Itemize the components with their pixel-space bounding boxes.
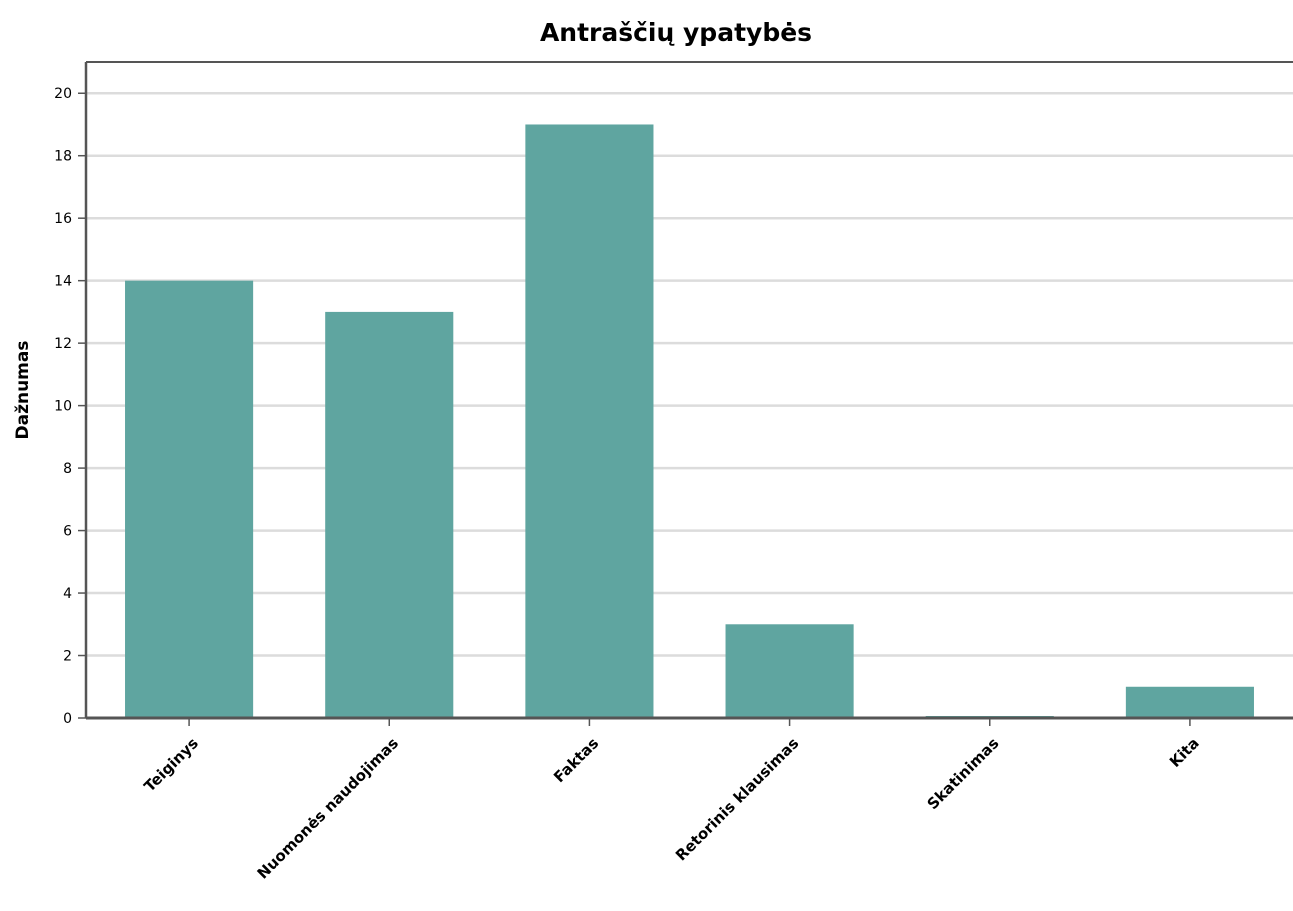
y-tick-label: 4 xyxy=(63,586,72,602)
y-tick-label: 6 xyxy=(63,524,72,540)
axes xyxy=(78,61,1293,726)
x-tick-label: Teiginys xyxy=(141,734,202,795)
y-tick-labels: 0 2 4 6 8 10 12 14 16 18 20 xyxy=(54,86,72,727)
x-tick-label: Skatinimas xyxy=(924,734,1003,813)
x-tick-labels: Teiginys Nuomonės naudojimas Faktas Retorin… xyxy=(141,734,1203,883)
y-tick-label: 18 xyxy=(54,149,72,165)
bar-2 xyxy=(525,124,654,718)
y-axis-label: Dažnumas xyxy=(13,341,33,440)
chart-title: Antraščių ypatybės xyxy=(540,18,812,47)
y-tick-label: 16 xyxy=(54,211,72,227)
y-tick-label: 2 xyxy=(63,649,72,665)
gridlines xyxy=(86,91,1293,657)
bar-0 xyxy=(125,280,254,718)
y-tick-label: 8 xyxy=(63,461,72,477)
y-tick-label: 0 xyxy=(63,711,72,727)
x-tick-label: Nuomonės naudojimas xyxy=(254,734,403,883)
x-tick-label: Kita xyxy=(1166,734,1203,771)
x-tick-label: Faktas xyxy=(550,734,602,786)
x-tick-label: Retorinis klausimas xyxy=(672,734,802,864)
bar-1 xyxy=(325,311,454,718)
bar-3 xyxy=(725,624,854,718)
bars xyxy=(125,124,1254,718)
y-tick-label: 10 xyxy=(54,399,72,415)
y-tick-label: 12 xyxy=(54,336,72,352)
bar-5 xyxy=(1125,686,1254,718)
y-tick-label: 14 xyxy=(54,274,72,290)
y-tick-label: 20 xyxy=(54,86,72,102)
